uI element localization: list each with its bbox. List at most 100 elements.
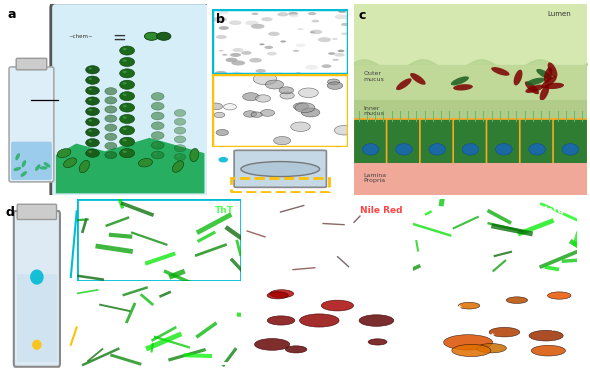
Ellipse shape xyxy=(337,9,345,12)
Ellipse shape xyxy=(107,98,110,100)
Ellipse shape xyxy=(107,144,110,146)
Ellipse shape xyxy=(289,12,298,16)
Ellipse shape xyxy=(190,148,199,162)
Ellipse shape xyxy=(444,335,493,350)
Ellipse shape xyxy=(267,52,277,55)
Ellipse shape xyxy=(123,128,127,130)
Ellipse shape xyxy=(299,88,318,97)
Ellipse shape xyxy=(489,327,520,337)
Ellipse shape xyxy=(231,60,245,65)
Ellipse shape xyxy=(40,166,48,170)
Ellipse shape xyxy=(154,114,157,116)
Ellipse shape xyxy=(335,125,354,135)
Ellipse shape xyxy=(123,93,127,96)
Ellipse shape xyxy=(328,52,335,55)
Text: Lamina
Propria: Lamina Propria xyxy=(363,173,386,183)
Ellipse shape xyxy=(120,126,135,135)
Ellipse shape xyxy=(123,151,127,153)
Ellipse shape xyxy=(332,59,339,61)
Ellipse shape xyxy=(266,80,284,89)
Ellipse shape xyxy=(274,137,291,145)
Ellipse shape xyxy=(545,83,564,89)
Ellipse shape xyxy=(251,112,262,118)
Ellipse shape xyxy=(525,85,544,93)
Ellipse shape xyxy=(105,151,117,159)
Ellipse shape xyxy=(15,153,20,160)
Ellipse shape xyxy=(506,297,527,304)
Ellipse shape xyxy=(362,144,379,155)
Text: Nile Red: Nile Red xyxy=(360,206,402,215)
Ellipse shape xyxy=(176,129,179,130)
FancyBboxPatch shape xyxy=(234,150,326,187)
Ellipse shape xyxy=(174,109,186,116)
Ellipse shape xyxy=(151,132,164,140)
Ellipse shape xyxy=(151,151,164,159)
Ellipse shape xyxy=(86,128,99,137)
Ellipse shape xyxy=(88,119,92,122)
Ellipse shape xyxy=(120,103,135,112)
FancyBboxPatch shape xyxy=(487,119,521,164)
Ellipse shape xyxy=(105,142,117,150)
Ellipse shape xyxy=(514,70,523,86)
Ellipse shape xyxy=(107,108,110,109)
Ellipse shape xyxy=(293,50,299,52)
Ellipse shape xyxy=(88,78,92,80)
Ellipse shape xyxy=(86,118,99,126)
Ellipse shape xyxy=(410,73,425,85)
FancyBboxPatch shape xyxy=(51,3,209,198)
Ellipse shape xyxy=(120,149,135,158)
Ellipse shape xyxy=(217,10,229,15)
Ellipse shape xyxy=(32,340,42,350)
Text: *: * xyxy=(489,333,494,341)
Ellipse shape xyxy=(267,292,289,299)
Bar xyxy=(354,99,587,122)
Ellipse shape xyxy=(396,78,412,90)
Ellipse shape xyxy=(274,72,283,75)
Ellipse shape xyxy=(176,120,179,122)
Ellipse shape xyxy=(251,13,258,15)
Ellipse shape xyxy=(151,122,164,129)
Ellipse shape xyxy=(218,50,224,52)
Ellipse shape xyxy=(88,67,92,70)
Ellipse shape xyxy=(341,32,348,35)
Ellipse shape xyxy=(107,89,110,91)
Ellipse shape xyxy=(293,103,309,110)
Ellipse shape xyxy=(44,162,50,167)
Ellipse shape xyxy=(249,58,262,62)
Ellipse shape xyxy=(123,71,127,73)
Text: *: * xyxy=(457,305,461,314)
Ellipse shape xyxy=(64,158,77,168)
FancyBboxPatch shape xyxy=(17,274,57,362)
Ellipse shape xyxy=(86,108,99,116)
FancyBboxPatch shape xyxy=(386,119,421,164)
Text: Outer
mucus: Outer mucus xyxy=(363,71,384,82)
Ellipse shape xyxy=(57,149,71,158)
Ellipse shape xyxy=(300,314,339,327)
Ellipse shape xyxy=(254,339,290,350)
Ellipse shape xyxy=(86,65,99,74)
Ellipse shape xyxy=(107,126,110,128)
Ellipse shape xyxy=(215,71,227,75)
Ellipse shape xyxy=(310,31,315,33)
Ellipse shape xyxy=(105,115,117,122)
Ellipse shape xyxy=(30,269,44,285)
Ellipse shape xyxy=(296,72,301,74)
Ellipse shape xyxy=(107,116,110,118)
Ellipse shape xyxy=(154,94,157,96)
Text: c: c xyxy=(359,9,366,22)
Ellipse shape xyxy=(120,69,135,78)
Ellipse shape xyxy=(429,144,445,155)
Ellipse shape xyxy=(396,144,412,155)
Ellipse shape xyxy=(529,144,545,155)
Ellipse shape xyxy=(536,69,553,80)
FancyBboxPatch shape xyxy=(520,119,555,164)
Ellipse shape xyxy=(120,80,135,89)
Ellipse shape xyxy=(359,315,394,326)
Ellipse shape xyxy=(120,92,135,101)
Ellipse shape xyxy=(542,76,557,88)
Ellipse shape xyxy=(562,144,579,155)
Ellipse shape xyxy=(123,105,127,107)
Ellipse shape xyxy=(253,73,277,85)
Ellipse shape xyxy=(244,111,257,117)
Ellipse shape xyxy=(451,76,469,85)
